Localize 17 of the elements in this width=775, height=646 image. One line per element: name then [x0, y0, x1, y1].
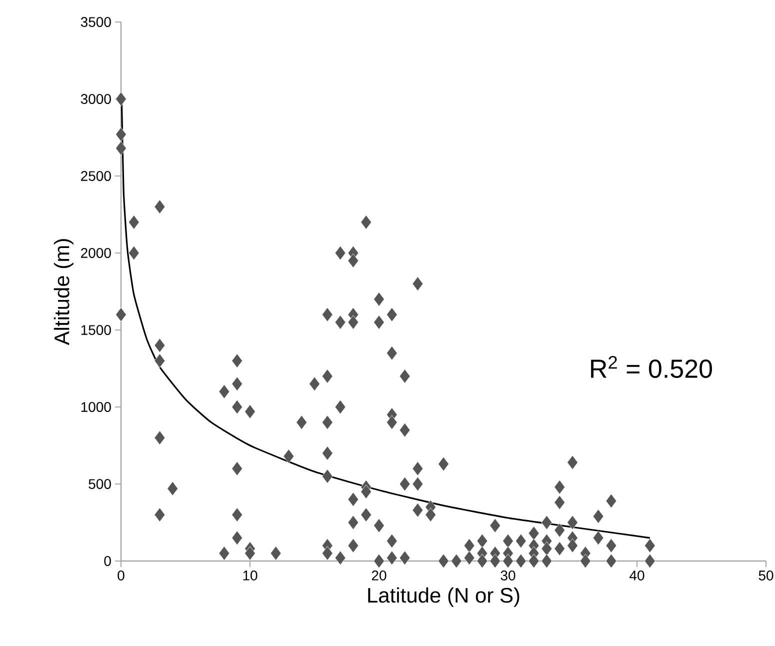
x-tick-label: 30 [500, 570, 516, 580]
x-tick-label: 50 [758, 570, 774, 580]
y-tick-label: 1000 [81, 402, 111, 412]
y-tick-label: 1500 [81, 325, 111, 335]
y-tick-label: 2500 [81, 171, 111, 181]
x-tick-label: 0 [118, 570, 124, 580]
x-tick-label: 10 [243, 570, 258, 580]
x-axis-title: Latitude (N or S) [368, 587, 520, 607]
x-tick-label: 40 [630, 570, 644, 580]
y-tick-label: 500 [88, 479, 111, 489]
x-tick-label: 20 [372, 570, 386, 580]
y-tick-label: 3000 [80, 94, 111, 104]
y-tick-label: 0 [104, 556, 111, 566]
annotation: R$^{2}$ = 0.520 [591, 356, 712, 378]
y-axis-title: Altitude (m) [54, 239, 74, 346]
y-tick-label: 3500 [80, 17, 111, 27]
y-tick-label: 2000 [81, 248, 111, 258]
